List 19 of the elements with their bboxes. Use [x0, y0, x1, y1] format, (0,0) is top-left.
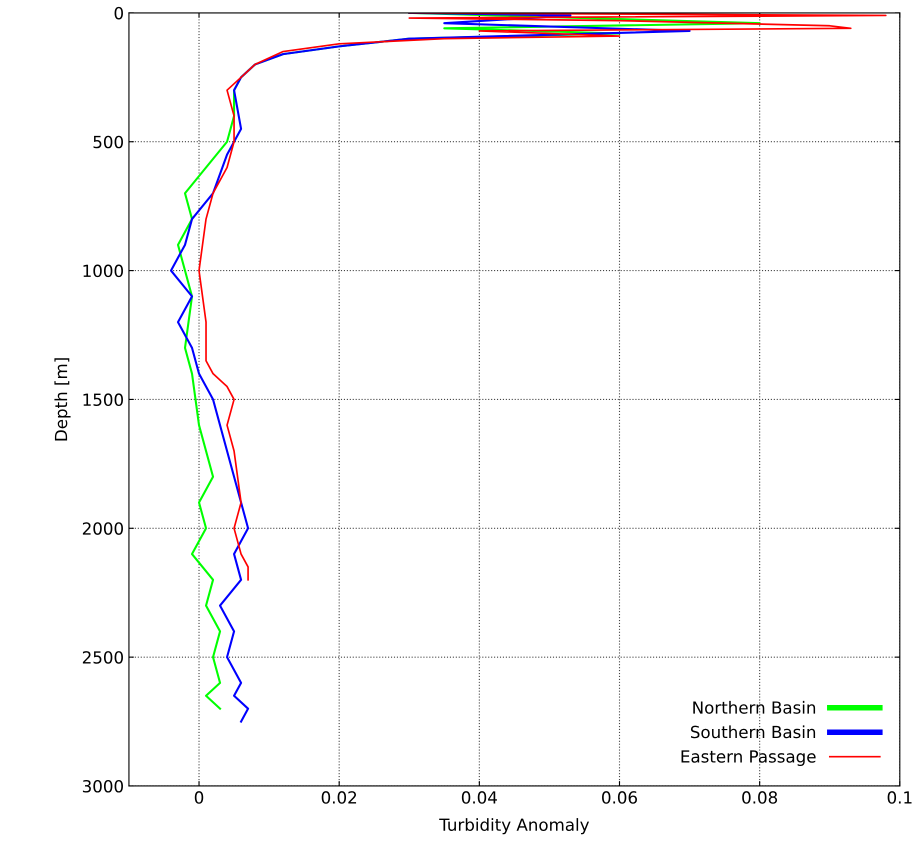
x-tick-label: 0.08 [742, 791, 778, 804]
x-tick-label: 0.06 [602, 791, 638, 804]
y-tick-label: 1500 [83, 393, 123, 406]
x-axis-title: Turbidity Anomaly [439, 818, 590, 834]
x-tick-label: 0.02 [322, 791, 356, 804]
x-tick-label: 0.1 [888, 791, 912, 804]
legend-label: Northern Basin [693, 700, 816, 714]
y-axis-title: Depth [m] [54, 358, 71, 440]
y-tick-label: 1000 [83, 264, 123, 278]
legend-label: Southern Basin [690, 725, 816, 738]
y-tick-label: 500 [94, 136, 123, 148]
y-tick-label: 3000 [82, 780, 123, 793]
x-tick-label: 0.04 [462, 791, 497, 804]
x-tick-label: 0 [194, 791, 204, 804]
y-tick-label: 2000 [82, 522, 123, 535]
y-tick-label: 2500 [82, 651, 123, 664]
line-series [198, 12, 887, 581]
y-tick-label: 0 [114, 6, 123, 20]
legend-label: Eastern Passage [682, 750, 816, 766]
